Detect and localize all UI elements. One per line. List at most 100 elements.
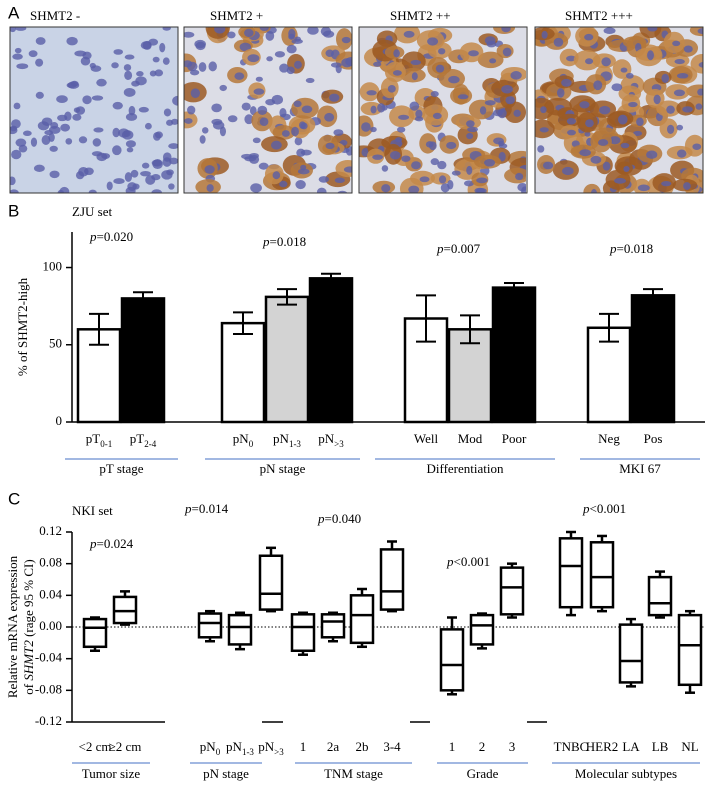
- nucleus: [502, 47, 512, 57]
- text-piece: pN: [226, 739, 243, 754]
- text-piece: p: [184, 501, 192, 516]
- x-tick-label: pN1-3: [273, 431, 301, 449]
- nucleus: [661, 180, 672, 187]
- text-piece: TNBC: [554, 739, 589, 754]
- text-piece: pN: [273, 431, 290, 446]
- nucleus: [136, 71, 144, 77]
- text-piece: =0.040: [325, 511, 362, 526]
- nucleus: [695, 103, 703, 110]
- text-piece: 1-3: [242, 747, 254, 757]
- box: [379, 548, 405, 611]
- nucleus: [227, 31, 236, 39]
- text-piece: NL: [681, 739, 698, 754]
- nucleus: [419, 176, 430, 183]
- nucleus: [281, 130, 290, 137]
- nucleus: [625, 72, 634, 79]
- nucleus: [463, 180, 475, 187]
- text-piece: >3: [274, 747, 284, 757]
- text-piece: Neg: [598, 431, 620, 446]
- nucleus: [414, 116, 424, 122]
- nucleus: [57, 189, 65, 193]
- nucleus: [411, 161, 421, 170]
- image-label: SHMT2 +++: [565, 8, 633, 23]
- text-piece: p: [262, 234, 270, 249]
- nucleus: [318, 176, 330, 183]
- nucleus: [567, 129, 576, 136]
- nucleus: [90, 65, 102, 72]
- y-axis-label: Relative mRNA expressionof SHMT2 (rage 9…: [5, 555, 36, 698]
- nucleus: [135, 76, 147, 86]
- box: [647, 575, 673, 617]
- bar: [120, 297, 166, 424]
- nucleus: [585, 119, 594, 128]
- nucleus: [537, 145, 545, 153]
- box: [227, 613, 253, 646]
- bar: [491, 286, 537, 424]
- nucleus: [294, 137, 303, 146]
- nucleus: [370, 126, 377, 133]
- panel-label: A: [8, 3, 20, 22]
- nucleus: [408, 185, 420, 193]
- nucleus: [432, 112, 442, 120]
- nucleus: [33, 164, 45, 172]
- nucleus: [301, 105, 313, 114]
- nucleus: [112, 101, 123, 110]
- text-piece: p: [582, 501, 590, 516]
- nucleus: [148, 38, 159, 46]
- nucleus: [244, 114, 254, 125]
- nucleus: [447, 179, 454, 190]
- nucleus: [381, 165, 389, 172]
- nucleus: [667, 124, 675, 135]
- nucleus: [12, 53, 23, 60]
- nucleus: [112, 127, 120, 138]
- box: [677, 613, 703, 687]
- nucleus: [140, 170, 151, 177]
- nucleus: [138, 106, 149, 113]
- text-piece: 2: [479, 739, 486, 754]
- nucleus: [672, 40, 681, 47]
- nucleus: [337, 190, 348, 193]
- y-tick-label: 0.08: [39, 555, 62, 570]
- bar: [220, 321, 266, 424]
- nucleus: [333, 129, 344, 136]
- nucleus: [92, 138, 102, 147]
- nucleus: [446, 141, 457, 150]
- micrograph: [535, 27, 703, 193]
- nucleus: [296, 148, 306, 157]
- nucleus: [389, 150, 401, 160]
- x-tick-label: pN1-3: [226, 739, 254, 757]
- nucleus: [409, 101, 420, 111]
- group-label: TNM stage: [324, 766, 383, 781]
- text-piece: SHMT2: [21, 640, 36, 681]
- nucleus: [517, 183, 526, 192]
- nucleus: [227, 115, 238, 123]
- nucleus: [152, 56, 160, 63]
- nucleus: [152, 159, 163, 167]
- group-label: MKI 67: [619, 461, 661, 476]
- text-piece: Poor: [502, 431, 527, 446]
- nucleus: [190, 69, 200, 76]
- box: [258, 554, 284, 611]
- nucleus: [501, 85, 513, 94]
- text-piece: <0.001: [454, 554, 491, 569]
- nucleus: [513, 109, 521, 117]
- nucleus: [187, 61, 198, 72]
- nucleus: [294, 60, 302, 69]
- nucleus: [620, 67, 628, 73]
- nucleus: [126, 147, 134, 153]
- nucleus: [430, 158, 439, 166]
- nucleus: [647, 50, 654, 61]
- x-tick-label: <2 cm: [79, 739, 112, 754]
- x-tick-label: Well: [414, 431, 439, 446]
- box: [320, 613, 346, 639]
- bar: [447, 328, 493, 424]
- nucleus: [259, 117, 269, 127]
- y-tick-label: 50: [49, 336, 62, 351]
- x-tick-label: Poor: [502, 431, 527, 446]
- nucleus: [272, 171, 281, 180]
- nucleus: [124, 54, 135, 60]
- nucleus: [15, 27, 27, 31]
- text-piece: pT: [86, 431, 101, 446]
- nucleus: [153, 132, 161, 141]
- nucleus: [234, 72, 245, 80]
